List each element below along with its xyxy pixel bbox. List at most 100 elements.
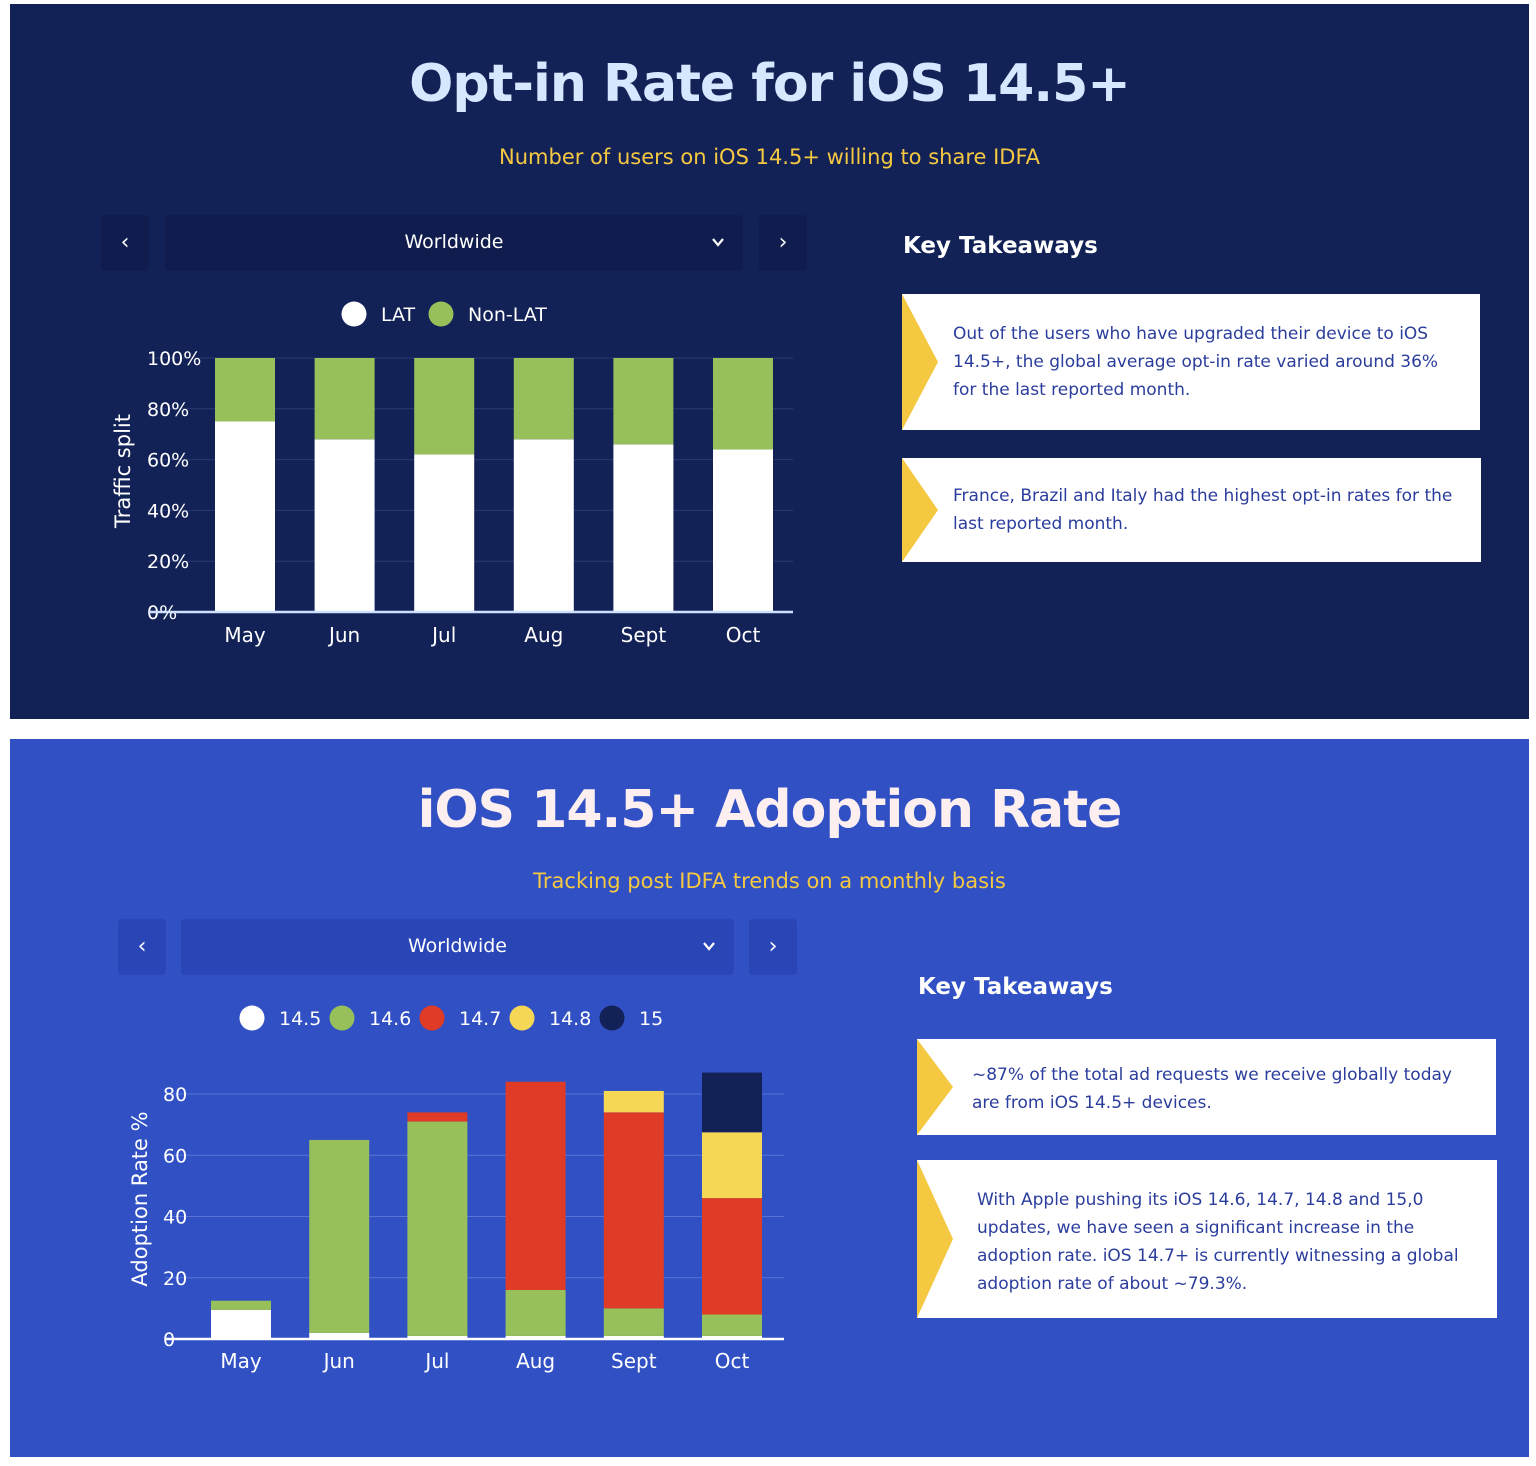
prev-button[interactable]: ‹ xyxy=(101,215,149,271)
bar-segment xyxy=(702,1335,762,1339)
bar-segment xyxy=(603,1335,664,1339)
bar-segment xyxy=(407,1335,468,1339)
page-title: iOS 14.5+ Adoption Rate xyxy=(417,780,1123,840)
takeaway-card: Out of the users who have upgraded their… xyxy=(902,294,1480,430)
adoption-rate-panel: iOS 14.5+ Adoption Rate Tracking post ID… xyxy=(10,739,1529,1457)
x-tick-label: Jul xyxy=(423,1349,449,1373)
y-tick-label: 80 xyxy=(163,1084,187,1106)
bar-segment xyxy=(314,439,375,612)
bar-segment xyxy=(702,1198,762,1315)
bar-segment xyxy=(215,358,275,422)
takeaway-card: France, Brazil and Italy had the highest… xyxy=(902,458,1481,562)
y-tick-label: 80% xyxy=(147,399,189,421)
opt-in-rate-panel: Opt-in Rate for iOS 14.5+ Number of user… xyxy=(10,4,1529,719)
y-tick-label: 20 xyxy=(163,1268,187,1290)
bar-segment xyxy=(505,1335,566,1339)
region-dropdown[interactable]: Worldwide xyxy=(181,919,734,975)
bar-segment xyxy=(603,1308,664,1336)
chevron-marker-icon xyxy=(917,1039,953,1135)
bar-segment xyxy=(505,1290,566,1336)
bar-segment xyxy=(513,358,574,440)
region-selected: Worldwide xyxy=(404,231,504,253)
bar-segment xyxy=(211,1300,271,1310)
x-tick-label: Sept xyxy=(621,623,667,647)
bar-segment xyxy=(613,358,674,445)
y-tick-label: 20% xyxy=(147,551,189,573)
bar-segment xyxy=(407,1112,468,1122)
x-tick-label: Sept xyxy=(611,1349,657,1373)
y-tick-label: 40% xyxy=(147,500,189,522)
y-tick-label: 40 xyxy=(163,1207,187,1229)
bar-segment xyxy=(713,449,773,612)
takeaway-text: With Apple pushing its iOS 14.6, 14.7, 1… xyxy=(977,1190,1459,1294)
legend-label: 14.5 xyxy=(279,1008,321,1030)
legend-label: 15 xyxy=(639,1008,663,1030)
x-tick-label: May xyxy=(220,1349,262,1373)
legend-marker xyxy=(419,1005,445,1031)
chevron-marker-icon xyxy=(902,458,938,562)
legend-marker xyxy=(239,1005,265,1031)
bar-segment xyxy=(309,1139,370,1333)
next-button[interactable]: › xyxy=(759,215,807,271)
x-tick-label: Aug xyxy=(524,623,563,647)
bar-segment xyxy=(211,1309,271,1339)
region-selected: Worldwide xyxy=(407,935,508,957)
chevron-down-icon xyxy=(712,238,724,247)
chevron-marker-icon xyxy=(917,1160,953,1318)
x-tick-label: Aug xyxy=(516,1349,555,1373)
adoption-rate-chart: 14.514.614.714.815020406080Adoption Rate… xyxy=(128,1005,784,1373)
x-tick-label: Oct xyxy=(726,623,761,647)
legend-label: Non-LAT xyxy=(468,304,547,326)
bar-segment xyxy=(713,358,773,450)
legend-label: 14.8 xyxy=(549,1008,591,1030)
subtitle: Tracking post IDFA trends on a monthly b… xyxy=(533,869,1006,893)
bar-segment xyxy=(505,1081,566,1290)
y-axis-label: Traffic split xyxy=(111,414,135,529)
legend-marker xyxy=(599,1005,625,1031)
takeaway-text: ~87% of the total ad requests we receive… xyxy=(972,1065,1452,1113)
x-tick-label: Jun xyxy=(322,1349,355,1373)
y-tick-label: 60 xyxy=(163,1145,187,1167)
bar-segment xyxy=(513,439,574,612)
region-dropdown[interactable]: Worldwide xyxy=(165,215,743,271)
legend-marker xyxy=(329,1005,355,1031)
y-axis-label: Adoption Rate % xyxy=(128,1111,152,1286)
legend-label: 14.7 xyxy=(459,1008,501,1030)
bar-segment xyxy=(603,1090,664,1113)
prev-button[interactable]: ‹ xyxy=(118,919,166,975)
legend-marker xyxy=(341,301,367,327)
next-button[interactable]: › xyxy=(749,919,797,975)
y-tick-label: 60% xyxy=(147,450,189,472)
takeaway-card: ~87% of the total ad requests we receive… xyxy=(917,1039,1496,1135)
x-tick-label: May xyxy=(224,623,266,647)
bar-segment xyxy=(414,454,475,612)
x-tick-label: Oct xyxy=(715,1349,750,1373)
chevron-down-icon xyxy=(703,942,715,951)
key-takeaways-heading: Key Takeaways xyxy=(918,974,1113,1000)
bar-segment xyxy=(702,1132,762,1199)
bar-segment xyxy=(314,358,375,440)
takeaway-text: France, Brazil and Italy had the highest… xyxy=(953,486,1453,534)
takeaway-text: Out of the users who have upgraded their… xyxy=(953,324,1439,400)
page-title: Opt-in Rate for iOS 14.5+ xyxy=(409,54,1131,114)
legend-marker xyxy=(428,301,454,327)
legend-label: LAT xyxy=(381,304,416,326)
bar-segment xyxy=(215,421,275,612)
bar-segment xyxy=(702,1072,762,1133)
bar-segment xyxy=(309,1332,370,1339)
legend-label: 14.6 xyxy=(369,1008,411,1030)
bar-segment xyxy=(603,1112,664,1309)
chevron-marker-icon xyxy=(902,294,938,430)
bar-segment xyxy=(702,1314,762,1336)
x-tick-label: Jul xyxy=(430,623,456,647)
bar-segment xyxy=(407,1121,468,1336)
bar-segment xyxy=(613,444,674,612)
key-takeaways-heading: Key Takeaways xyxy=(903,233,1098,259)
x-tick-label: Jun xyxy=(327,623,360,647)
takeaway-card: With Apple pushing its iOS 14.6, 14.7, 1… xyxy=(917,1160,1497,1318)
y-tick-label: 100% xyxy=(147,348,201,370)
legend-marker xyxy=(509,1005,535,1031)
subtitle: Number of users on iOS 14.5+ willing to … xyxy=(499,145,1040,169)
bar-segment xyxy=(414,358,475,455)
